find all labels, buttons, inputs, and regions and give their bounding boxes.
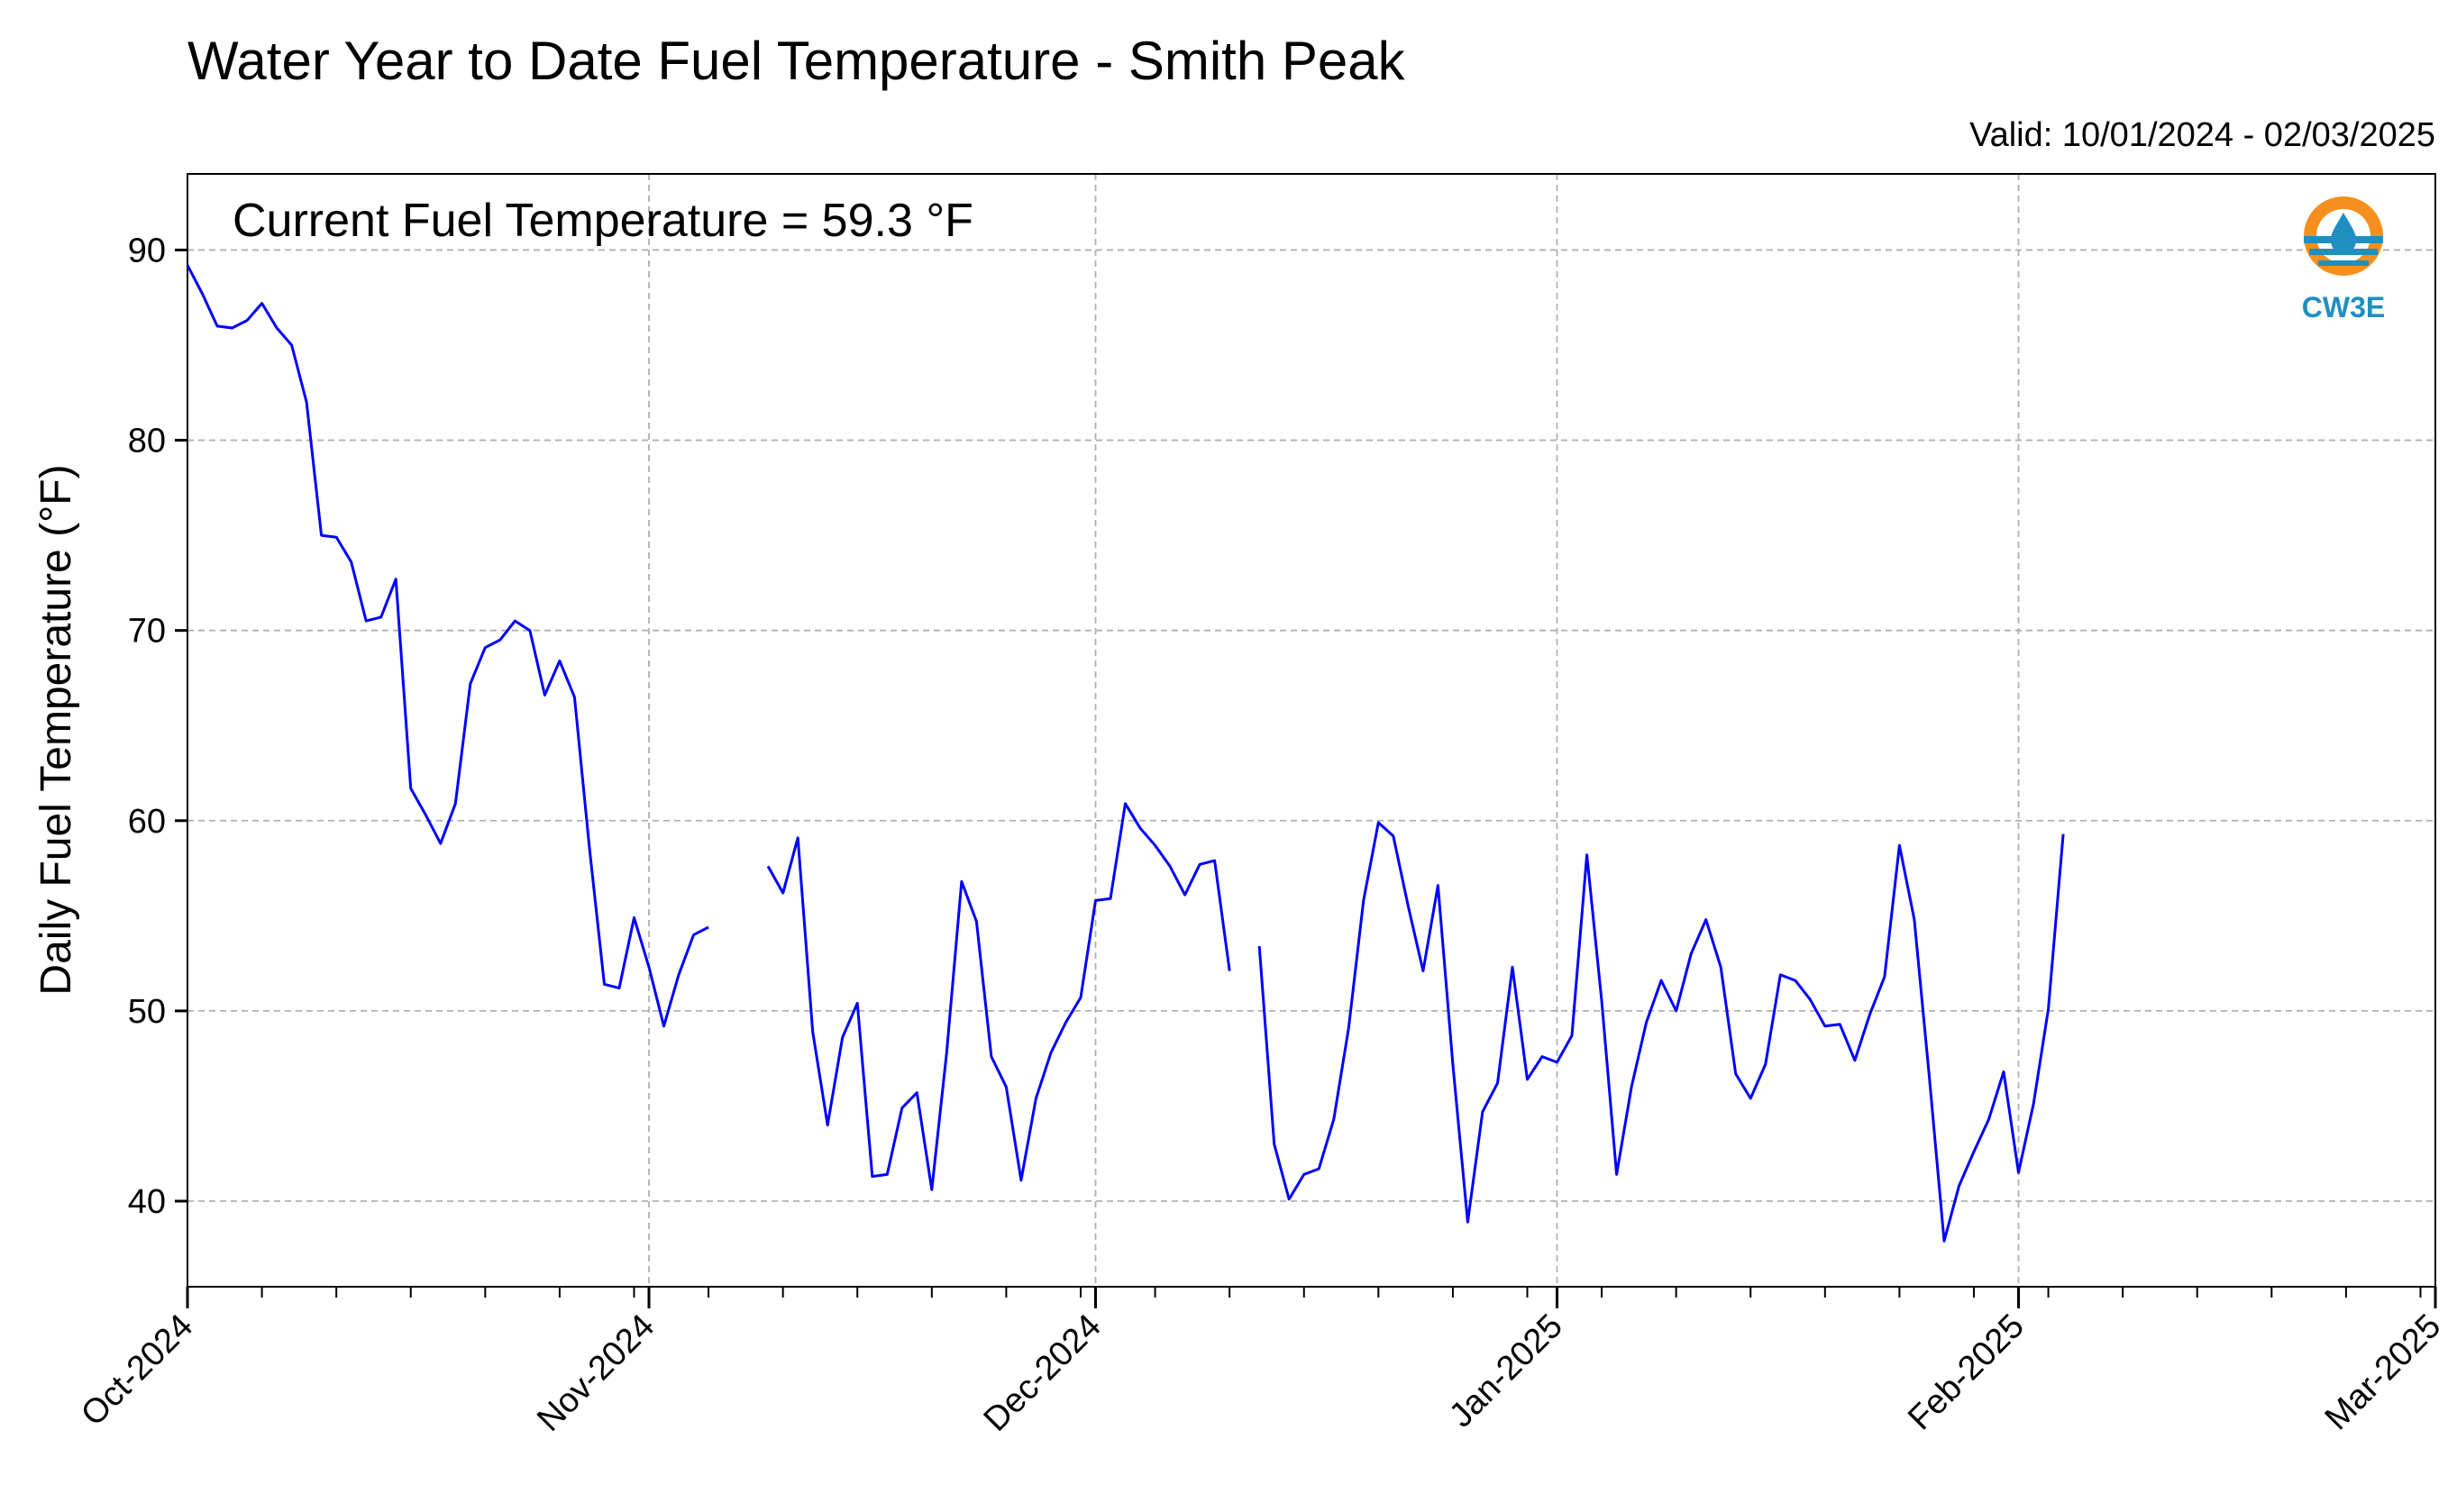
water-drop-icon [2331, 213, 2356, 254]
y-tick-label: 80 [128, 423, 166, 460]
fuel-temperature-line [766, 802, 1231, 1191]
y-tick-label: 60 [128, 803, 166, 841]
y-tick-label: 90 [128, 232, 166, 269]
x-tick-label: Oct-2024 [74, 1307, 200, 1434]
current-fuel-temperature: Current Fuel Temperature = 59.3 °F [233, 195, 973, 247]
fuel-temperature-line [186, 264, 709, 1028]
series-layer [186, 264, 2065, 1243]
logo-text: CW3E [2302, 291, 2385, 323]
x-tick-label: Jan-2025 [1442, 1307, 1570, 1435]
y-tick-label: 70 [128, 613, 166, 651]
cw3e-logo: CW3E [2302, 196, 2385, 323]
logo-wave [2318, 260, 2369, 266]
logo-wave [2309, 249, 2378, 255]
grid-lines [187, 174, 2436, 1287]
fuel-temperature-line [1257, 821, 2065, 1243]
y-tick-label: 40 [128, 1183, 166, 1221]
x-tick-label: Dec-2024 [977, 1307, 1109, 1439]
x-tick-label: Feb-2025 [1901, 1307, 2032, 1438]
chart-title: Water Year to Date Fuel Temperature - Sm… [187, 31, 1406, 91]
y-tick-label: 50 [128, 993, 166, 1031]
axis-ticks: 40 50 60 70 80 90 Oct-2024 Nov-2024 Dec-2024 Jan-… [74, 232, 2448, 1438]
plot-area-frame [187, 173, 2436, 1288]
x-tick-label: Nov-2024 [530, 1307, 662, 1439]
x-tick-label: Mar-2025 [2318, 1307, 2449, 1438]
logo-wave [2304, 236, 2383, 243]
y-axis-label: Daily Fuel Temperature (°F) [32, 464, 80, 995]
valid-date-range: Valid: 10/01/2024 - 02/03/2025 [1969, 116, 2435, 154]
